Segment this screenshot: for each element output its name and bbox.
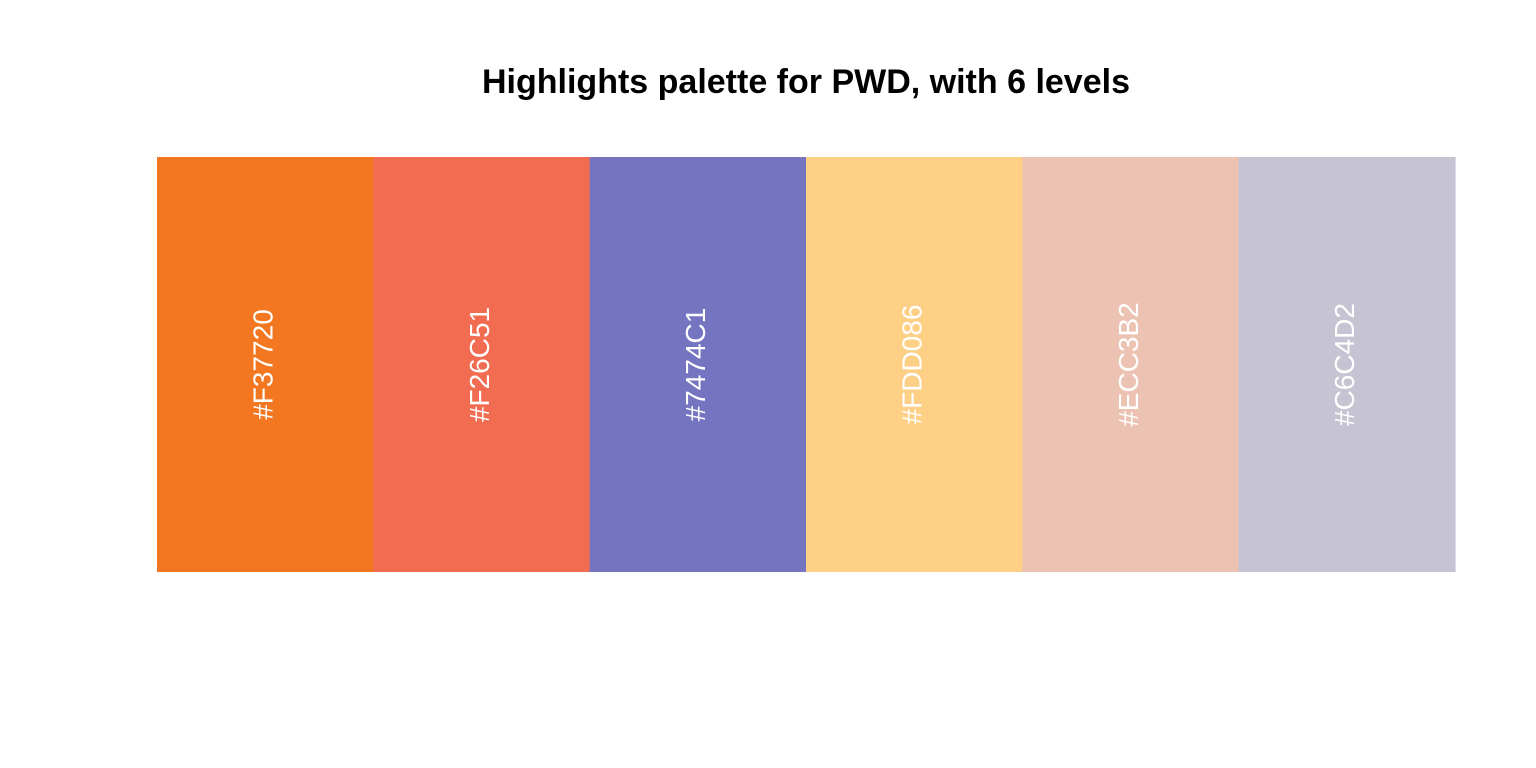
swatch-3: [589, 157, 807, 572]
swatch-4: [806, 157, 1023, 572]
swatch-label-2: #F26C51: [464, 307, 495, 422]
swatch-2: [373, 157, 591, 572]
swatch-label-4: #FDD086: [897, 305, 928, 425]
swatch-label-5: #ECC3B2: [1113, 302, 1144, 427]
swatch-6: [1238, 157, 1456, 572]
swatch-group: #F37720 #F26C51 #7474C1 #FDD086 #ECC3B2 #C6C4…: [157, 157, 1456, 572]
swatch-label-6: #C6C4D2: [1329, 303, 1360, 426]
chart-title: Highlights palette for PWD, with 6 level…: [482, 63, 1130, 101]
swatch-1: [157, 157, 374, 572]
swatch-label-3: #7474C1: [680, 308, 711, 422]
swatch-5: [1022, 157, 1240, 572]
swatch-label-1: #F37720: [248, 309, 279, 420]
